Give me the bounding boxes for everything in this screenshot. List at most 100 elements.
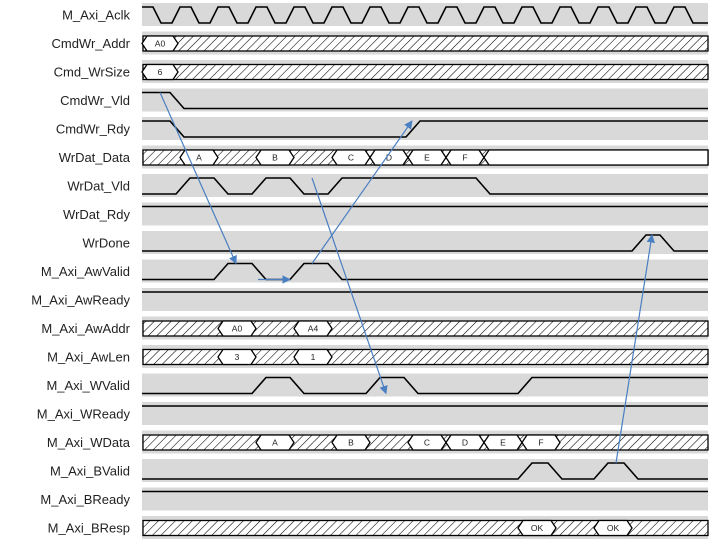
bus-segment <box>217 320 257 337</box>
signal-label: WrDone <box>83 236 130 251</box>
bus-value: A <box>196 153 202 163</box>
signal-label: M_Axi_WReady <box>37 407 131 422</box>
dependency-arrow <box>159 92 237 265</box>
bus-value: A <box>272 438 278 448</box>
bus-value: B <box>272 153 278 163</box>
signal-label: M_Axi_BResp <box>48 521 130 536</box>
signal-label: M_Axi_WData <box>47 435 131 450</box>
signal-row-wrdat-data: WrDat_Data A B C D E F <box>59 145 709 169</box>
signal-track <box>142 3 708 26</box>
signal-label: WrDat_Rdy <box>63 207 130 222</box>
dependency-arrow <box>311 120 413 264</box>
bus-segment <box>141 63 179 81</box>
signal-row-wrdat-rdy: WrDat_Rdy <box>63 202 708 226</box>
bus-undefined <box>142 519 709 537</box>
bus-value: F <box>462 153 467 163</box>
signal-track <box>142 231 708 254</box>
bus-value: A0 <box>232 324 243 334</box>
signal-track <box>142 288 708 311</box>
signal-label: M_Axi_BReady <box>40 492 130 507</box>
bus-value: OK <box>607 523 620 533</box>
signal-track <box>142 459 708 482</box>
bus-undefined <box>142 35 709 52</box>
logic-waveform <box>142 462 708 480</box>
bus-segment <box>593 519 633 537</box>
signal-track <box>142 117 708 140</box>
signal-label: WrDat_Vld <box>67 179 130 194</box>
signal-row-wrdone: WrDone <box>83 231 708 254</box>
bus-value: D <box>386 153 392 163</box>
signal-row-wrdat-vld: WrDat_Vld <box>67 174 708 197</box>
bus-value: OK <box>531 523 544 533</box>
signal-row-m-axi-wvalid: M_Axi_WValid <box>46 373 708 397</box>
bus-value: 1 <box>311 352 316 362</box>
bus-segment <box>331 434 371 451</box>
signal-row-cmdwr-addr: CmdWr_Addr A0 <box>51 31 709 55</box>
bus-segment <box>483 149 709 166</box>
signal-row-cmdwr-rdy: CmdWr_Rdy <box>56 117 708 140</box>
bus-value: C <box>348 153 354 163</box>
bus-value: D <box>462 438 468 448</box>
bus-value: E <box>424 153 430 163</box>
signal-label: M_Axi_Aclk <box>62 8 130 23</box>
bus-segment <box>217 348 257 366</box>
signal-row-m-axi-bready: M_Axi_BReady <box>40 487 708 511</box>
bus-value: F <box>538 438 543 448</box>
signal-row-m-axi-bresp: M_Axi_BResp OK OK <box>48 516 709 539</box>
bus-value: 3 <box>235 352 240 362</box>
bus-value: A4 <box>308 324 319 334</box>
bus-value: C <box>424 438 430 448</box>
bus-segment <box>517 519 557 537</box>
signal-row-m-axi-awaddr: M_Axi_AwAddr A0 A4 <box>41 316 709 340</box>
bus-value: B <box>348 438 354 448</box>
bus-segment <box>293 348 333 366</box>
bus-value: E <box>500 438 506 448</box>
signal-label: M_Axi_AwValid <box>41 264 130 279</box>
bus-undefined <box>142 63 709 81</box>
signal-label: M_Axi_AwAddr <box>41 321 130 336</box>
bus-segment <box>255 434 295 451</box>
clock-waveform <box>142 6 708 24</box>
logic-waveform <box>142 177 708 195</box>
signal-row-m-axi-aclk: M_Axi_Aclk <box>62 3 708 26</box>
bus-segment <box>255 149 295 166</box>
signal-label: CmdWr_Vld <box>60 93 130 108</box>
signal-track <box>142 487 708 511</box>
signal-label: M_Axi_AwLen <box>47 350 130 365</box>
signal-row-m-axi-awlen: M_Axi_AwLen 3 1 <box>47 345 709 368</box>
bus-undefined <box>142 348 709 366</box>
signal-row-cmd-wrsize: Cmd_WrSize 6 <box>54 60 709 83</box>
signal-track <box>142 174 708 197</box>
bus-segment <box>293 320 333 337</box>
bus-value: 6 <box>158 67 163 77</box>
signal-label: Cmd_WrSize <box>54 65 130 80</box>
signal-track <box>142 402 708 425</box>
signal-row-m-axi-awvalid: M_Axi_AwValid <box>41 259 708 283</box>
logic-waveform <box>142 91 708 110</box>
bus-segment <box>521 434 561 451</box>
bus-undefined <box>142 320 709 337</box>
logic-waveform <box>142 120 708 138</box>
signal-row-cmdwr-vld: CmdWr_Vld <box>60 88 708 112</box>
bus-value: A0 <box>155 39 166 49</box>
signal-row-m-axi-awready: M_Axi_AwReady <box>31 288 708 311</box>
dependency-arrow <box>615 234 655 464</box>
signal-label: WrDat_Data <box>59 150 131 165</box>
logic-waveform <box>142 376 708 395</box>
dependency-arrows <box>159 92 655 464</box>
signal-track <box>142 88 708 112</box>
signal-label: M_Axi_BValid <box>50 464 130 479</box>
signal-label: CmdWr_Rdy <box>56 122 131 137</box>
signal-track <box>142 373 708 397</box>
bus-segment <box>141 35 179 52</box>
signal-row-m-axi-bvalid: M_Axi_BValid <box>50 459 708 482</box>
signal-track <box>142 202 708 226</box>
signal-row-m-axi-wready: M_Axi_WReady <box>37 402 708 425</box>
signal-label: M_Axi_AwReady <box>31 293 130 308</box>
signal-label: CmdWr_Addr <box>51 36 130 51</box>
dependency-arrow <box>311 177 388 395</box>
signal-rows: M_Axi_Aclk CmdWr_Addr A0 Cmd_WrSize 6 CmdWr_V… <box>31 3 709 539</box>
signal-label: M_Axi_WValid <box>46 378 130 393</box>
signal-row-m-axi-wdata: M_Axi_WData A B C D E F <box>47 430 709 454</box>
